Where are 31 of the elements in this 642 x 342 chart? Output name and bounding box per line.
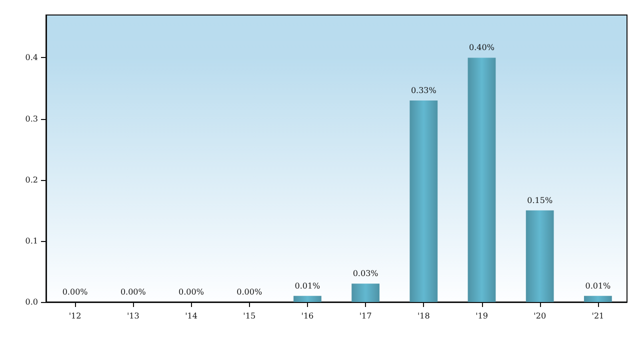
- data-label: 0.40%: [469, 43, 495, 52]
- x-tick-label: '13: [126, 312, 140, 320]
- x-tick-label: '15: [243, 312, 256, 320]
- bar: [526, 210, 554, 302]
- data-label: 0.00%: [178, 288, 204, 296]
- x-tick-label: '12: [68, 312, 82, 320]
- y-tick-label: 0.4: [25, 53, 38, 62]
- y-tick-label: 0.1: [25, 236, 38, 246]
- x-tick-label: '18: [417, 312, 430, 320]
- data-label: 0.00%: [236, 288, 262, 296]
- y-tick-label: 0.3: [25, 114, 38, 124]
- data-label: 0.33%: [410, 86, 437, 95]
- x-tick-label: '14: [185, 312, 198, 320]
- data-label: 0.15%: [527, 196, 553, 205]
- bar: [294, 296, 322, 302]
- bar: [584, 296, 612, 302]
- bar: [410, 100, 438, 302]
- bar: [352, 284, 380, 302]
- bar: [468, 58, 496, 302]
- y-tick-label: 0.2: [25, 175, 38, 184]
- x-tick-label: '19: [476, 312, 488, 320]
- data-label: 0.01%: [294, 281, 321, 290]
- data-label: 0.00%: [62, 288, 88, 296]
- x-tick-label: '17: [359, 312, 372, 320]
- y-tick-label: 0.0: [25, 298, 38, 306]
- data-label: 0.03%: [352, 269, 379, 278]
- data-label: 0.00%: [120, 288, 146, 296]
- x-tick-label: '21: [592, 312, 604, 320]
- data-label: 0.01%: [585, 281, 612, 290]
- x-tick-label: '16: [301, 312, 314, 320]
- x-tick-label: '20: [534, 312, 546, 320]
